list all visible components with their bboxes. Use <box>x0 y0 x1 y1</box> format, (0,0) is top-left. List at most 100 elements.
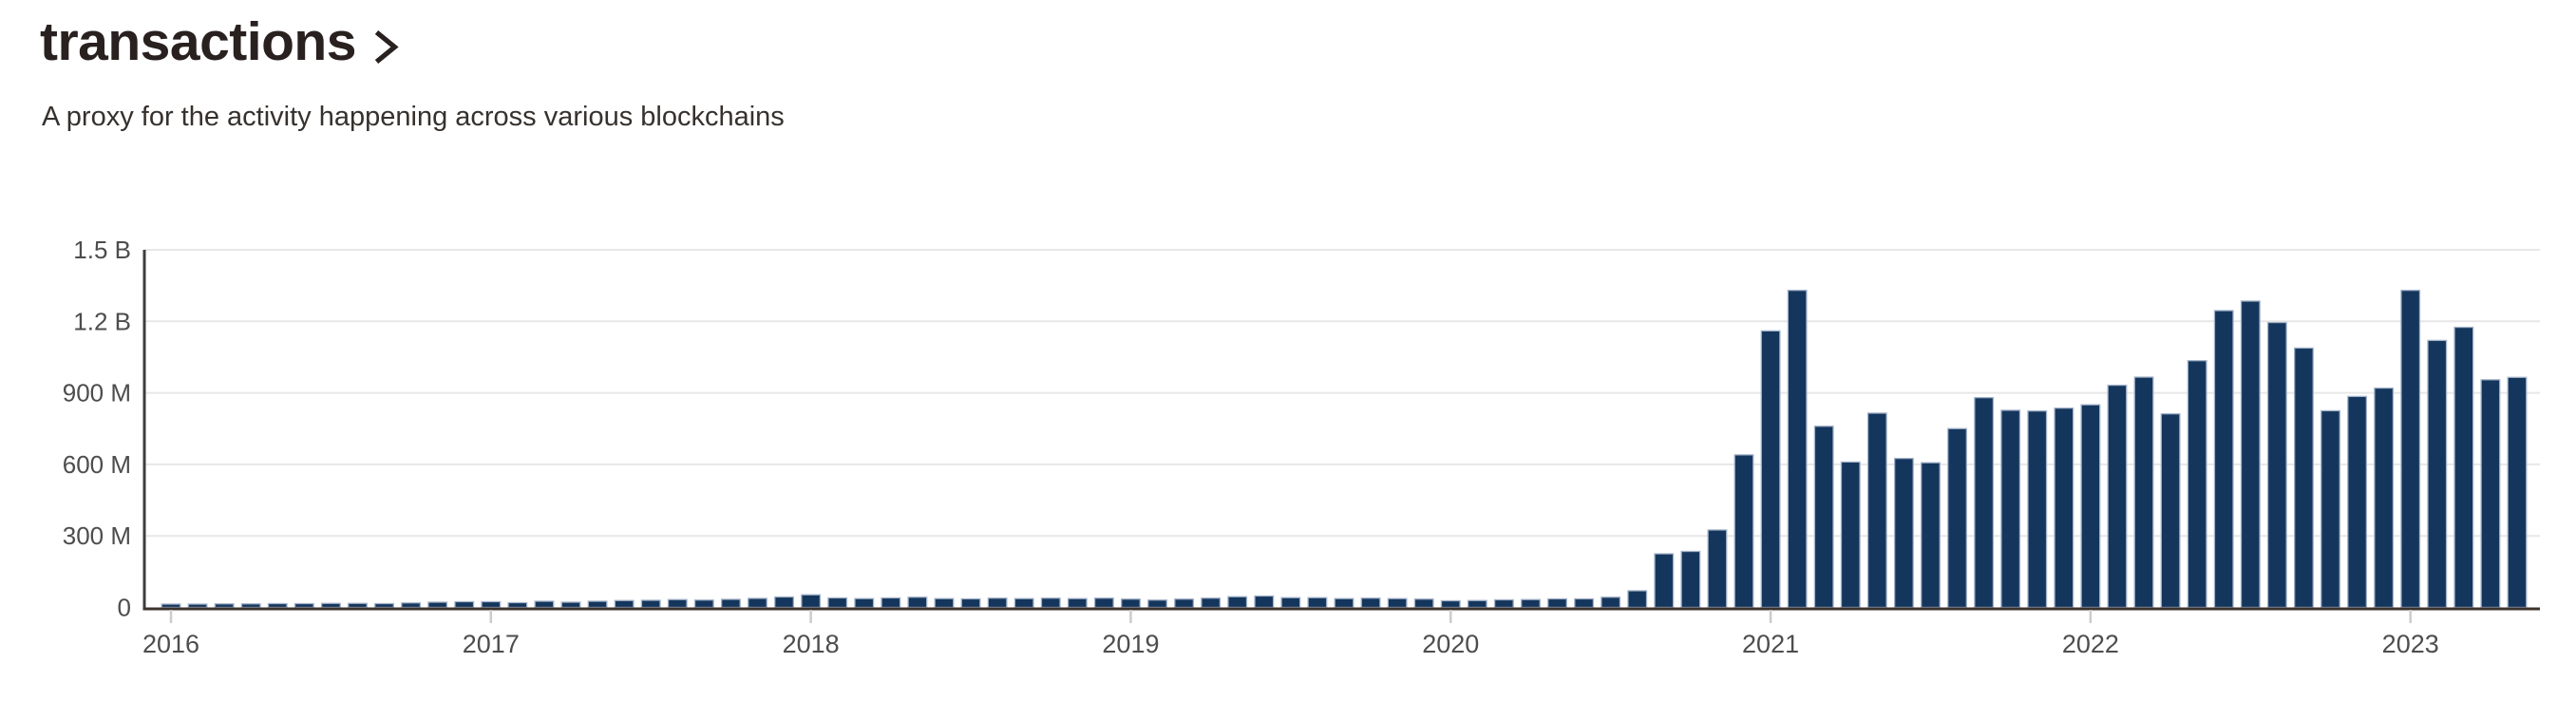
bar-2021-03[interactable] <box>1813 426 1834 609</box>
bar-2019-05[interactable] <box>1227 596 1248 609</box>
bar-2021-08[interactable] <box>1947 427 1968 609</box>
bar-2016-04[interactable] <box>240 603 261 609</box>
bar-2018-05[interactable] <box>907 597 928 609</box>
bar-2021-07[interactable] <box>1921 462 1941 609</box>
x-axis-ticks <box>169 610 2412 623</box>
bar-2021-09[interactable] <box>1974 396 1995 609</box>
bar-2016-05[interactable] <box>267 602 288 609</box>
bar-2020-08[interactable] <box>1627 590 1648 609</box>
bar-2018-11[interactable] <box>1067 597 1088 609</box>
bar-2021-10[interactable] <box>2000 409 2021 609</box>
page-title: transactions <box>40 11 356 72</box>
bar-2018-04[interactable] <box>881 597 901 609</box>
bar-2016-09[interactable] <box>374 602 394 609</box>
bar-2023-05[interactable] <box>2507 376 2528 609</box>
bar-2022-02[interactable] <box>2107 384 2128 609</box>
bar-2016-03[interactable] <box>214 603 235 609</box>
bar-2016-01[interactable] <box>161 603 181 609</box>
bar-2018-01[interactable] <box>801 594 822 609</box>
bar-2017-05[interactable] <box>587 600 608 609</box>
bar-2018-08[interactable] <box>987 597 1008 609</box>
bar-2020-12[interactable] <box>1733 454 1754 609</box>
bar-2023-04[interactable] <box>2480 379 2501 609</box>
bar-2016-08[interactable] <box>348 602 368 609</box>
bar-2020-02[interactable] <box>1467 599 1487 609</box>
x-axis-tick-label: 2023 <box>2382 630 2439 658</box>
bar-2022-05[interactable] <box>2187 360 2207 609</box>
bar-2021-04[interactable] <box>1840 461 1861 609</box>
bar-2022-11[interactable] <box>2347 395 2368 609</box>
y-axis-tick-label: 900 M <box>63 379 131 407</box>
bar-2023-03[interactable] <box>2453 326 2474 609</box>
bar-2022-01[interactable] <box>2080 404 2101 609</box>
bar-2019-12[interactable] <box>1413 598 1434 609</box>
bar-2018-09[interactable] <box>1013 597 1034 609</box>
bar-2022-09[interactable] <box>2293 347 2314 609</box>
bar-2016-12[interactable] <box>454 600 475 609</box>
bar-2020-06[interactable] <box>1574 597 1595 609</box>
bar-2017-01[interactable] <box>481 600 502 609</box>
bar-2019-03[interactable] <box>1174 598 1195 609</box>
bar-2019-02[interactable] <box>1147 599 1167 609</box>
bar-2018-10[interactable] <box>1040 597 1061 609</box>
bar-2021-11[interactable] <box>2027 410 2048 609</box>
bar-2020-03[interactable] <box>1493 598 1514 609</box>
bar-2018-02[interactable] <box>827 597 848 609</box>
bar-2022-10[interactable] <box>2320 409 2340 609</box>
bar-2017-07[interactable] <box>640 599 661 609</box>
bar-2017-02[interactable] <box>507 601 528 609</box>
bar-2019-10[interactable] <box>1360 597 1381 609</box>
x-axis-tick-label: 2021 <box>1742 630 1799 658</box>
chart-title-link[interactable]: transactions <box>40 15 399 69</box>
bar-2022-06[interactable] <box>2213 310 2234 609</box>
bar-2019-01[interactable] <box>1121 598 1141 609</box>
bar-2020-11[interactable] <box>1707 529 1728 609</box>
bar-2020-01[interactable] <box>1440 599 1461 609</box>
bar-2017-04[interactable] <box>560 601 581 609</box>
bar-2018-06[interactable] <box>934 597 955 609</box>
bar-2022-07[interactable] <box>2240 300 2261 609</box>
bar-2016-06[interactable] <box>294 602 314 609</box>
bar-2017-12[interactable] <box>774 596 795 609</box>
bar-2021-12[interactable] <box>2054 407 2074 609</box>
bar-2022-08[interactable] <box>2266 321 2287 609</box>
bar-2018-03[interactable] <box>854 597 875 609</box>
bar-2018-12[interactable] <box>1093 597 1114 609</box>
bar-2016-10[interactable] <box>401 602 422 609</box>
bar-2021-02[interactable] <box>1787 290 1808 609</box>
bar-2021-05[interactable] <box>1866 412 1887 609</box>
bar-2021-06[interactable] <box>1893 457 1914 609</box>
gridlines <box>144 249 2540 538</box>
bar-2022-12[interactable] <box>2374 387 2395 609</box>
bar-2018-07[interactable] <box>960 597 981 609</box>
y-axis-tick-label: 0 <box>118 594 131 622</box>
bar-2022-03[interactable] <box>2133 376 2154 609</box>
bar-2020-07[interactable] <box>1601 597 1621 609</box>
bar-2017-11[interactable] <box>748 597 767 609</box>
bar-2019-06[interactable] <box>1254 595 1275 609</box>
bar-2022-04[interactable] <box>2160 413 2181 609</box>
bar-2019-11[interactable] <box>1387 597 1408 609</box>
bar-2017-03[interactable] <box>534 600 555 609</box>
bar-2016-02[interactable] <box>187 603 208 609</box>
bar-2020-05[interactable] <box>1547 597 1567 609</box>
bar-2023-01[interactable] <box>2400 290 2421 609</box>
bar-2019-04[interactable] <box>1201 597 1222 609</box>
bar-2017-10[interactable] <box>720 598 741 609</box>
bar-2017-08[interactable] <box>667 598 688 609</box>
bar-2019-09[interactable] <box>1334 597 1354 609</box>
bar-2019-07[interactable] <box>1280 597 1301 609</box>
y-axis-labels: 0 300 M 600 M 900 M 1.2 B 1.5 B <box>63 236 131 622</box>
bar-2020-10[interactable] <box>1680 550 1701 609</box>
bar-2017-09[interactable] <box>693 599 714 609</box>
bar-2019-08[interactable] <box>1307 597 1328 609</box>
bar-2021-01[interactable] <box>1760 330 1781 609</box>
bar-2016-07[interactable] <box>320 602 341 609</box>
bar-2023-02[interactable] <box>2427 339 2448 609</box>
bar-2017-06[interactable] <box>614 599 635 609</box>
bar-2020-04[interactable] <box>1521 598 1541 609</box>
x-axis-tick-label: 2017 <box>463 630 520 658</box>
bar-2020-09[interactable] <box>1654 553 1675 609</box>
bar-2016-11[interactable] <box>427 601 448 609</box>
